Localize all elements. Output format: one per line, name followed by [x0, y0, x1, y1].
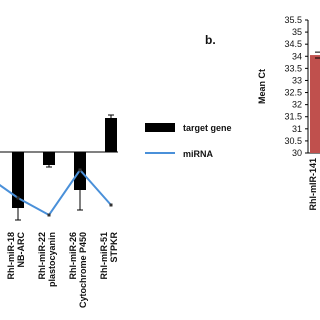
y-tick-label: 31.5 — [284, 112, 302, 122]
x-tick-label: plastocyanin — [47, 232, 57, 287]
y-tick-label: 30.5 — [284, 136, 302, 146]
x-tick-label: Rhl-miR-22 — [37, 232, 47, 280]
y-tick-label: 34 — [292, 51, 302, 61]
bar — [310, 55, 320, 153]
line-marker — [109, 203, 113, 207]
bar — [12, 152, 24, 208]
panel-label: b. — [205, 33, 216, 47]
line-marker — [47, 213, 51, 217]
legend-label: target gene — [183, 123, 232, 133]
bar — [105, 118, 117, 152]
legend-swatch — [145, 123, 175, 132]
y-tick-label: 30 — [292, 148, 302, 158]
y-tick-label: 33 — [292, 75, 302, 85]
error-bar — [77, 190, 83, 211]
y-tick-label: 32.5 — [284, 88, 302, 98]
y-tick-label: 35.5 — [284, 15, 302, 25]
line-marker — [78, 168, 82, 172]
y-tick-label: 35 — [292, 27, 302, 37]
y-tick-label: 31 — [292, 124, 302, 134]
x-tick-label: STPKR — [109, 232, 119, 263]
y-tick-label: 32 — [292, 100, 302, 110]
error-bar — [46, 165, 52, 168]
error-bar — [15, 208, 21, 221]
x-tick-label: Rhl-miR-18 — [6, 232, 16, 280]
x-tick-label: Cytochrome P450 — [78, 232, 88, 308]
error-bar — [108, 114, 114, 118]
x-tick-label: Rhl-mIR-141 — [308, 158, 318, 211]
bar — [43, 152, 55, 165]
y-tick-label: 34.5 — [284, 39, 302, 49]
error-bar — [315, 51, 320, 59]
y-tick-label: 33.5 — [284, 63, 302, 73]
y-axis-label: Mean Ct — [257, 69, 267, 104]
x-tick-label: NB-ARC — [16, 232, 26, 268]
x-tick-label: Rhl-miR-26 — [68, 232, 78, 280]
x-tick-label: Rhl-miR-51 — [99, 232, 109, 280]
line-marker — [16, 196, 20, 200]
legend-label: miRNA — [183, 149, 214, 159]
